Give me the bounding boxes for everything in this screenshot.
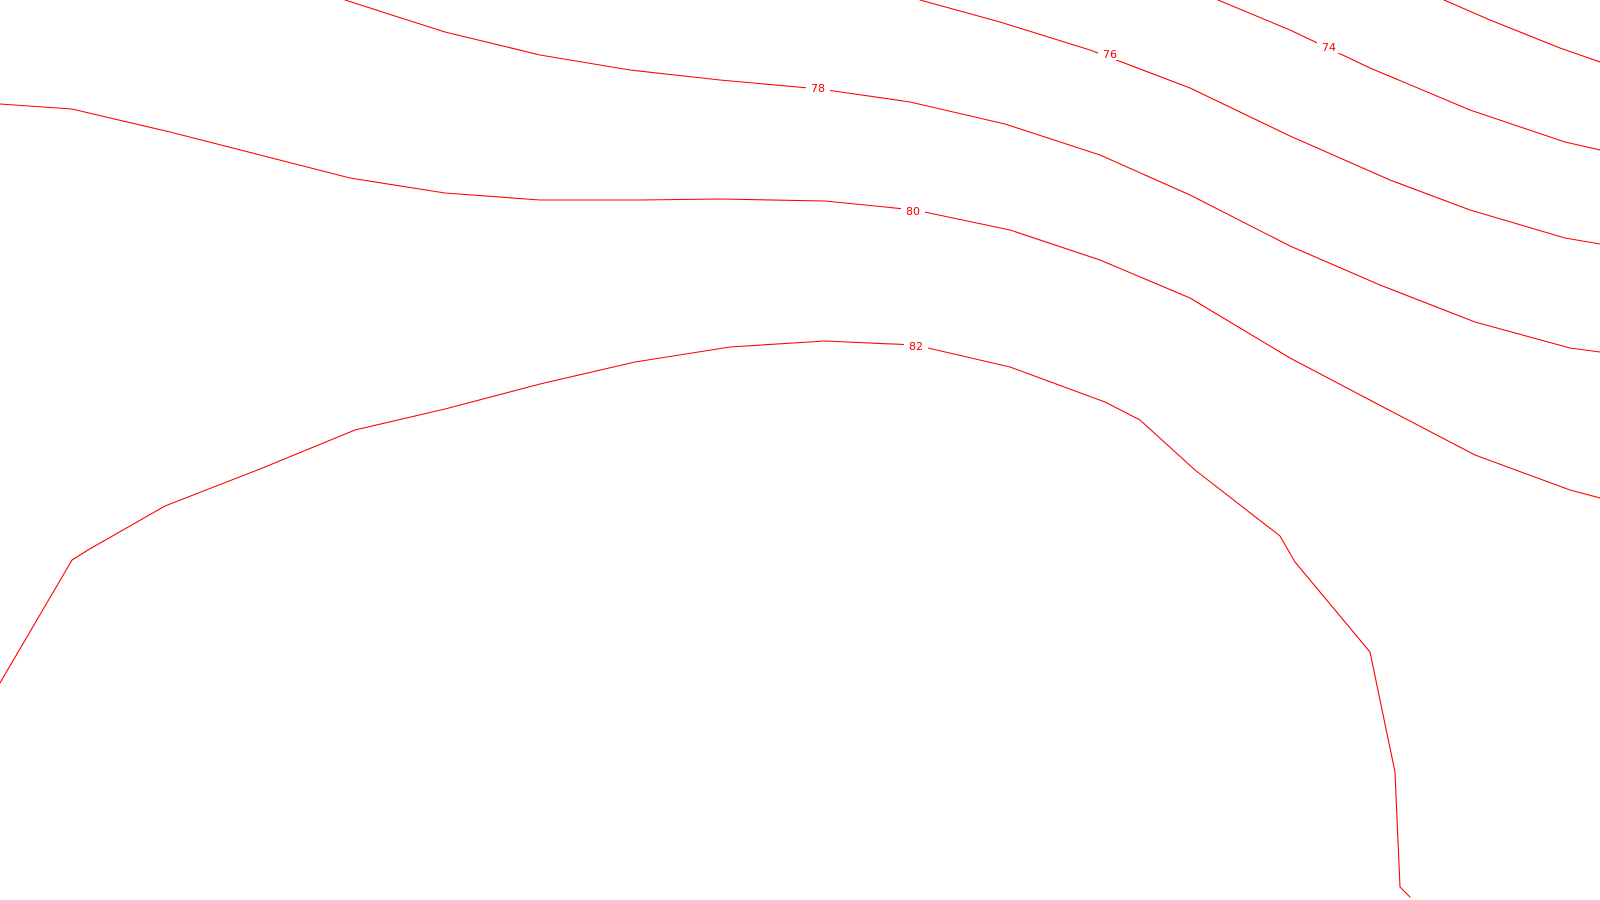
svg-text:74: 74: [1322, 41, 1336, 54]
contour-label-74: 74: [1317, 39, 1341, 54]
svg-text:76: 76: [1103, 48, 1117, 61]
contour-label-80: 80: [901, 203, 925, 218]
contour-line-78: [344, 0, 1600, 353]
contour-label-76: 76: [1098, 46, 1122, 61]
contour-label-78: 78: [806, 80, 830, 95]
svg-text:82: 82: [909, 340, 923, 353]
svg-text:80: 80: [906, 205, 920, 218]
contour-line-unlabeled: [1443, 0, 1600, 63]
contour-line-82: [0, 340, 1411, 898]
contour-line-76: [919, 0, 1600, 245]
contour-line-80: [0, 103, 1600, 499]
contour-label-82: 82: [904, 338, 928, 353]
contour-line-74: [1217, 0, 1600, 151]
svg-text:78: 78: [811, 82, 825, 95]
